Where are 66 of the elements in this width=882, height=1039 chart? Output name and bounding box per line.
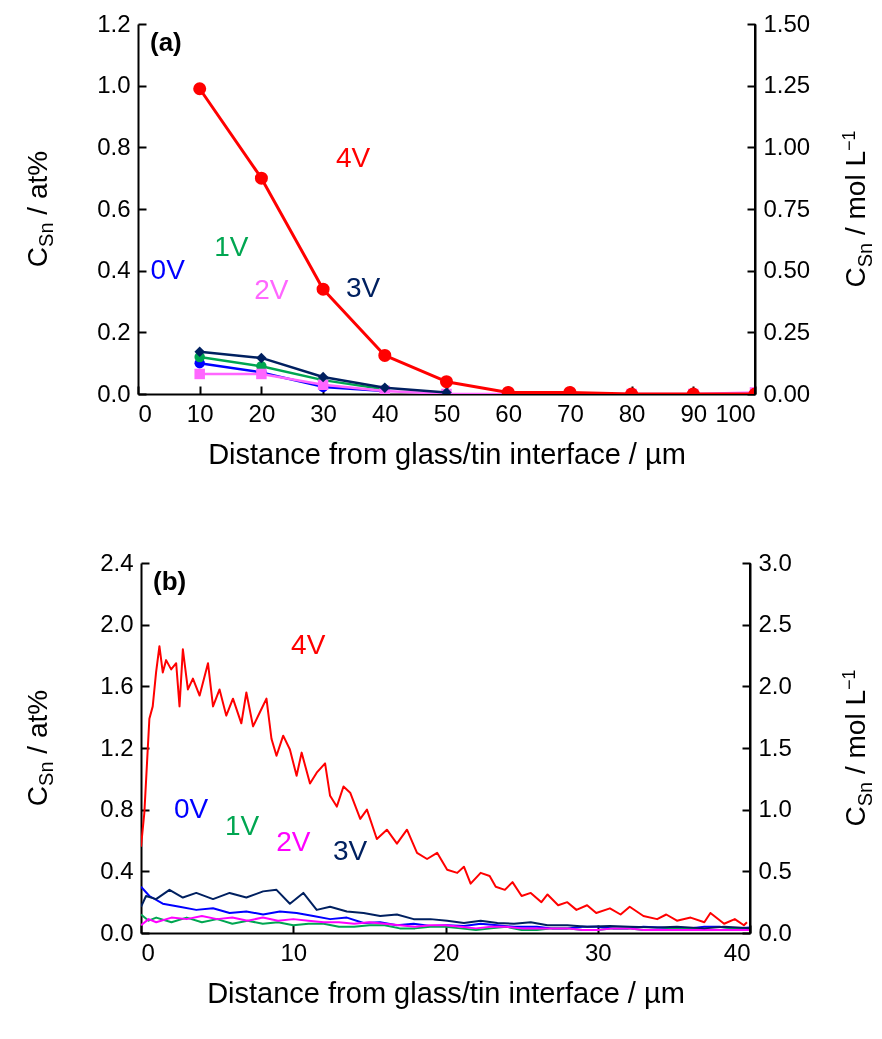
y-tick-label: 0.4 [97,256,131,284]
y-tick-label: 0.2 [97,317,131,345]
x-tick-label: 40 [371,399,399,427]
y2-tick-label: 1.25 [763,71,811,99]
text: 3V [345,272,381,304]
x-tick-label: 20 [248,399,276,427]
y2-tick-label: 0.0 [758,918,792,946]
y2-tick-label: 0.75 [763,194,811,222]
text: 1V [214,231,249,263]
point [378,348,392,362]
x-axis-title: Distance from glass/tin interface / µm [207,976,685,1009]
y-tick-label: 0.0 [97,379,131,407]
x-tick-label: 10 [186,399,214,427]
text: 0V [173,792,209,824]
text: 2V [276,826,311,858]
x-tick-label: 50 [433,399,461,427]
y2-tick-label: 3.0 [758,548,792,576]
y2-tick-label: 0.00 [763,379,811,407]
point [194,368,205,380]
x-tick-label: 40 [723,938,751,966]
point [254,171,268,185]
y2-tick-label: 0.25 [763,317,811,345]
text: 0V [150,254,186,286]
y-tick-label: 0.8 [97,132,131,160]
x-tick-label: 30 [310,399,337,427]
y-tick-label: 0.0 [100,918,134,946]
x-tick-label: 60 [495,399,523,427]
y2-tick-label: 0.50 [763,256,811,284]
y2-tick-label: 0.5 [758,856,792,884]
y-tick-label: 1.2 [100,733,134,761]
point [194,346,205,357]
point [439,375,454,389]
x-tick-label: 90 [680,399,708,427]
y-tick-label: 0.4 [100,856,134,884]
series-label: 4V [291,628,326,660]
y2-tick-label: 1.50 [763,9,811,37]
y2-tick-label: 2.0 [758,671,792,699]
text: 2V [254,273,289,305]
point [256,352,267,364]
y-tick-label: 0.6 [97,194,131,222]
chart-title: (a) [150,27,182,57]
x-tick-label: 100 [715,399,756,427]
x-tick-label: 0 [138,399,152,427]
point [316,282,330,296]
point [193,82,207,96]
chart-title: (b) [153,566,187,596]
x-tick-label: 0 [141,938,155,966]
x-tick-label: 10 [280,938,308,966]
y2-tick-label: 2.5 [758,610,792,638]
y-tick-label: 2.0 [100,610,134,638]
text: 4V [335,142,371,174]
y-tick-label: 1.6 [100,671,134,699]
x-axis-title: Distance from glass/tin interface / µm [208,437,686,470]
x-tick-label: 80 [618,399,646,427]
y2-tick-label: 1.0 [758,795,792,823]
x-tick-label: 20 [432,938,460,966]
text: 1V [225,810,260,842]
y2-tick-label: 1.00 [763,132,811,160]
y-tick-label: 0.8 [100,795,134,823]
y-tick-label: 2.4 [100,548,134,576]
series-label: 3V [332,834,368,866]
x-tick-label: 30 [584,938,612,966]
x-tick-label: 70 [557,399,584,427]
y-tick-label: 1.2 [97,9,131,37]
y2-tick-label: 1.5 [758,733,792,761]
y-tick-label: 1.0 [97,71,131,99]
